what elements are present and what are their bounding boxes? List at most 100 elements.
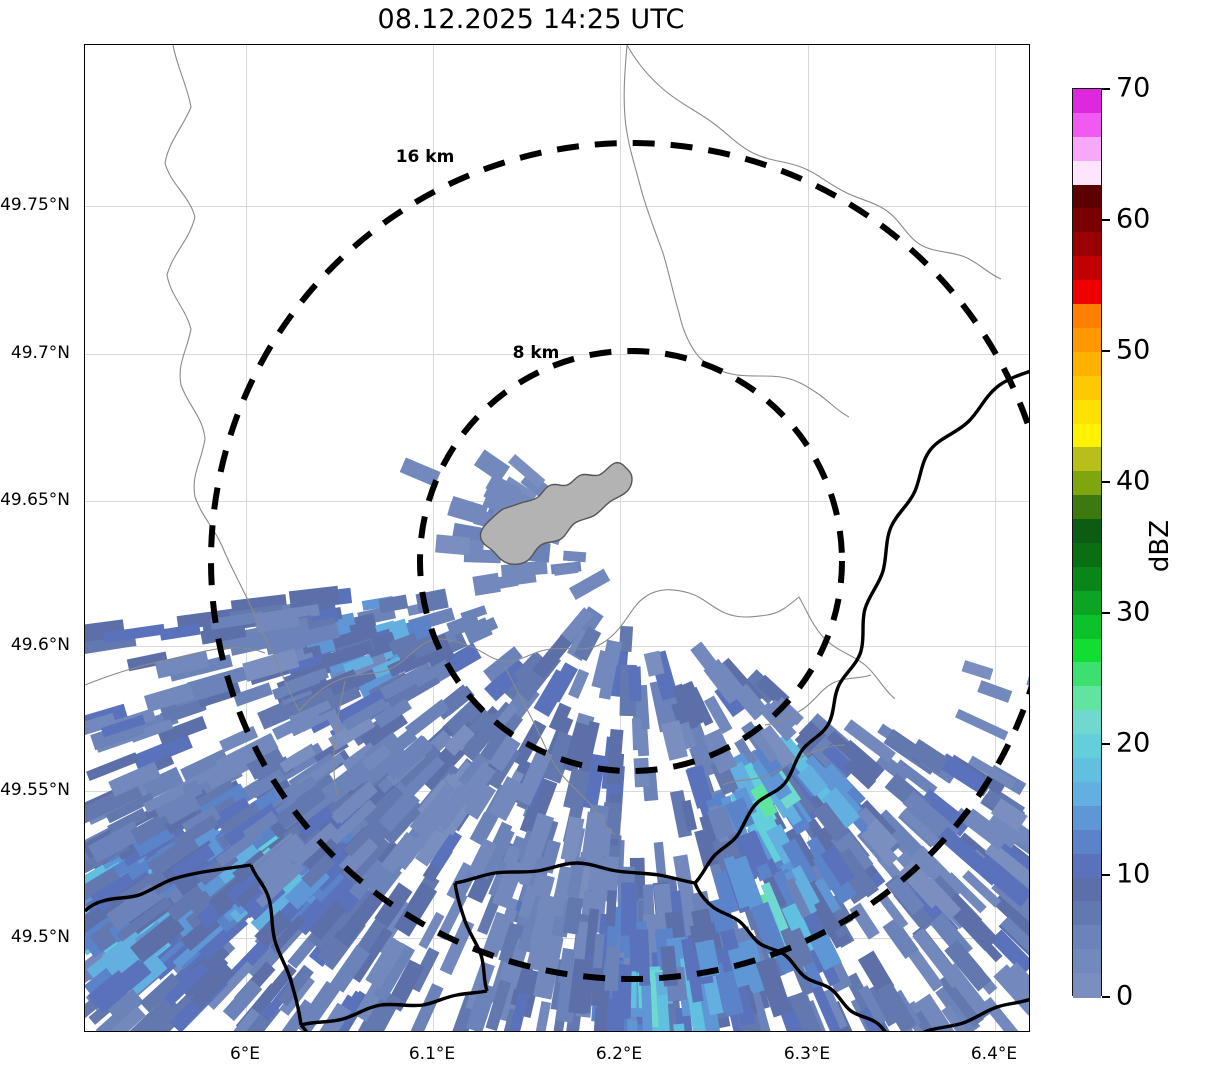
radar-echo-cell: [656, 994, 672, 1031]
radar-echo-cell: [507, 453, 546, 489]
radar-echo-cell: [500, 562, 537, 577]
radar-echo-cell: [290, 822, 339, 868]
radar-echo-cell: [562, 896, 584, 935]
radar-echo-cell: [553, 563, 579, 576]
radar-echo-cell: [446, 612, 481, 638]
radar-echo-cell: [399, 457, 441, 487]
colorbar-segment-7: [1073, 256, 1101, 281]
radar-echo-cell: [132, 822, 176, 858]
radar-echo-cell: [331, 781, 378, 824]
radar-echo-cell: [257, 699, 297, 730]
radar-echo-cell: [514, 748, 553, 806]
radar-echo-cell: [843, 719, 896, 764]
colorbar-segment-25: [1073, 686, 1101, 711]
radar-echo-cell: [301, 853, 336, 888]
radar-echo-cell: [994, 897, 1029, 948]
radar-echo-cell: [565, 855, 586, 898]
radar-echo-cell: [473, 449, 511, 483]
radar-echo-cell: [820, 845, 855, 886]
colorbar-segment-36: [1073, 949, 1101, 974]
urban-area-polygon: [479, 461, 633, 566]
radar-echo-cell: [106, 880, 167, 931]
radar-echo-cell: [857, 950, 895, 995]
radar-echo-cell: [219, 725, 259, 753]
colorbar-segment-22: [1073, 614, 1101, 640]
colorbar[interactable]: 70 60 50 40 30 20 10 0: [1072, 73, 1150, 1012]
x-tick-label-3: 6.3°E: [783, 1044, 831, 1064]
colorbar-gradient: [1072, 88, 1102, 998]
radar-echo-cell: [791, 865, 820, 907]
radar-echo-cell: [302, 623, 340, 646]
radar-echo-cell: [568, 668, 590, 699]
radar-echo-cell: [249, 769, 287, 799]
radar-echo-cell: [822, 988, 848, 1030]
radar-echo-cell: [143, 682, 195, 713]
radar-echo-cell: [374, 698, 412, 729]
radar-echo-cell: [85, 867, 121, 907]
radar-echo-cell: [808, 929, 842, 971]
radar-echo-cell: [505, 992, 530, 1031]
radar-echo-cell: [86, 752, 139, 782]
radar-echo-cell: [163, 961, 210, 1007]
colorbar-segment-31: [1073, 829, 1101, 855]
radar-echo-cell: [397, 744, 442, 788]
radar-echo-cell: [222, 979, 263, 1022]
gridline-horizontal-1: [85, 354, 1029, 355]
radar-echo-cell: [577, 720, 600, 778]
radar-echo-cell: [126, 651, 169, 672]
radar-echo-cell: [267, 999, 315, 1031]
radar-echo-cell: [443, 994, 481, 1031]
colorbar-tick-label-20: 20: [1116, 727, 1151, 759]
radar-echo-cell: [277, 964, 314, 1007]
colorbar-segment-19: [1073, 543, 1101, 568]
radar-echo-cell: [485, 979, 512, 1031]
radar-echo-cell: [418, 911, 445, 950]
radar-echo-cell: [139, 972, 182, 1013]
radar-echo-cell: [213, 840, 264, 884]
radar-echo-cell: [912, 927, 964, 989]
radar-echo-cell: [341, 742, 378, 773]
radar-echo-cell: [157, 715, 208, 746]
radar-echo-cell: [295, 980, 341, 1031]
radar-echo-cell: [484, 657, 529, 702]
radar-echo-cell: [259, 860, 298, 897]
radar-echo-cell: [416, 782, 455, 828]
radar-echo-cell: [378, 795, 425, 845]
radar-echo-cell: [598, 654, 619, 700]
radar-echo-cell: [602, 639, 623, 666]
colorbar-tick-label-60: 60: [1116, 203, 1151, 235]
x-tick-label-2: 6.2°E: [595, 1044, 643, 1064]
radar-echo-cell: [945, 872, 987, 914]
radar-echo-cell: [876, 982, 917, 1031]
radar-echo-cell: [525, 924, 551, 972]
radar-echo-cell: [207, 961, 254, 1011]
radar-echo-cell: [750, 901, 786, 955]
radar-echo-cell: [643, 650, 665, 677]
radar-echo-cell: [378, 594, 409, 614]
radar-echo-cell: [858, 1003, 894, 1031]
radar-map-plot-area[interactable]: 16 km 8 km: [84, 44, 1030, 1032]
radar-echo-cell: [354, 991, 402, 1031]
radar-echo-cell: [861, 826, 899, 867]
colorbar-segment-0: [1073, 89, 1101, 114]
radar-echo-cell: [453, 866, 479, 903]
radar-echo-cell: [128, 994, 180, 1031]
radar-echo-cell: [275, 786, 325, 830]
colorbar-segment-20: [1073, 566, 1101, 592]
radar-echo-cell: [708, 897, 735, 933]
radar-echo-cell: [334, 888, 385, 948]
radar-echo-cell: [789, 990, 827, 1031]
radar-echo-cell: [560, 816, 585, 862]
radar-echo-cell: [539, 839, 561, 874]
radar-echo-cell: [85, 896, 121, 938]
radar-echo-cell: [685, 954, 704, 1003]
colorbar-segment-32: [1073, 853, 1101, 879]
radar-echo-cell: [760, 882, 789, 932]
radar-echo-cell: [284, 667, 329, 693]
radar-echo-cell: [961, 660, 994, 681]
radar-echo-cell: [242, 648, 300, 682]
colorbar-axis-label: dBZ: [1145, 519, 1175, 573]
radar-echo-cell: [329, 799, 377, 845]
colorbar-tick-20: [1102, 743, 1110, 745]
